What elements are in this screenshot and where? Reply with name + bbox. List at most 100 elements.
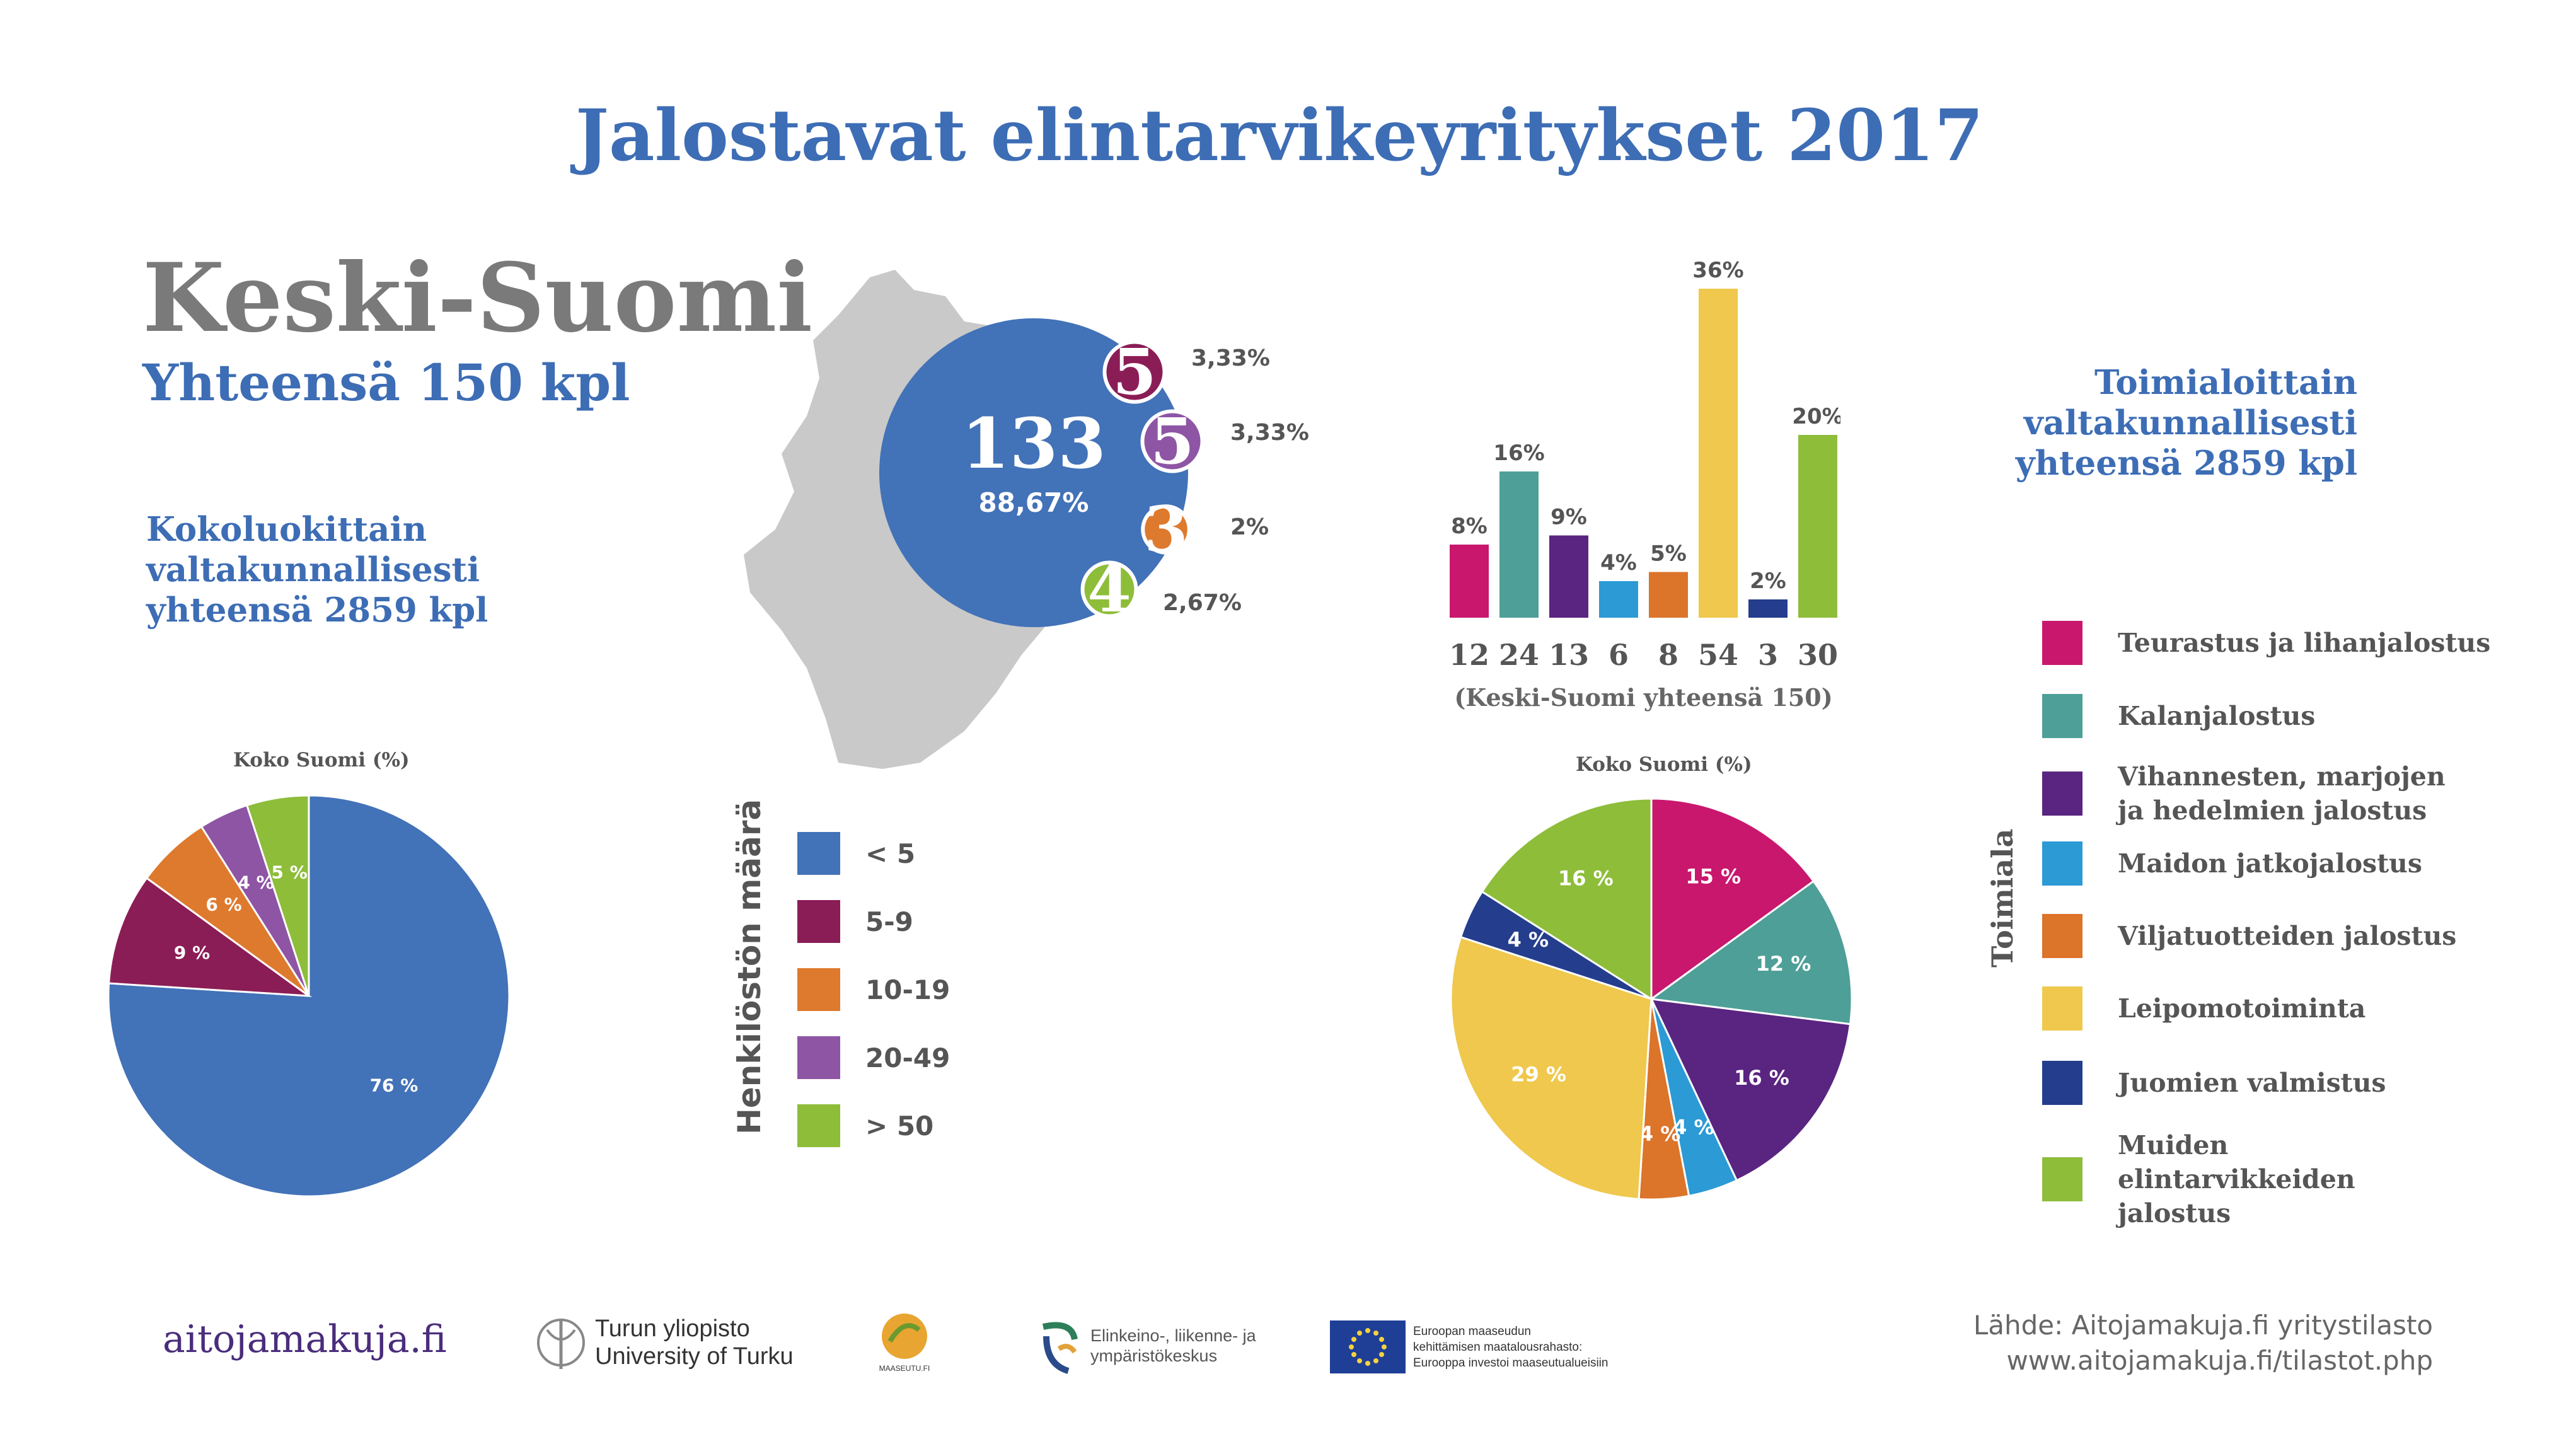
bar xyxy=(1499,471,1539,618)
size-heading-line: valtakunnallisesti xyxy=(146,550,480,589)
bar-count-label: 24 xyxy=(1499,638,1539,672)
industry-pie-slice xyxy=(1450,935,1653,1200)
size-pie-value-label: 9 % xyxy=(174,942,210,963)
size-pie-chart: 76 % 9 % 6 %4 %5 % xyxy=(107,794,511,1198)
bubble-count-label: 3 xyxy=(1144,492,1188,567)
industry-legend-label: Maidon jatkojalostus xyxy=(2118,848,2422,879)
size-legend-label: 5-9 xyxy=(865,906,913,937)
industry-legend-swatch xyxy=(2042,986,2082,1031)
size-pie-value-label: 6 % xyxy=(205,894,241,915)
industry-legend-title: Toimiala xyxy=(1985,828,2019,968)
size-pie-value-label: 76 % xyxy=(370,1075,419,1096)
bar xyxy=(1549,535,1588,618)
industry-legend-label: Kalanjalostus xyxy=(2118,701,2316,731)
industry-legend-swatch xyxy=(2042,914,2082,958)
size-legend-swatch xyxy=(797,832,840,875)
size-pie-title: Koko Suomi (%) xyxy=(233,749,410,771)
size-pie-value-label: 5 % xyxy=(272,862,308,882)
bar-count-label: 54 xyxy=(1698,638,1738,672)
industry-pie-value-label: 15 % xyxy=(1685,864,1741,888)
size-pie-value-label: 4 % xyxy=(238,872,274,893)
industry-legend-label: Muiden elintarvikkeiden jalostus xyxy=(2118,1130,2355,1228)
footer-source-line: Lähde: Aitojamakuja.fi yritystilasto xyxy=(1973,1310,2433,1341)
industry-legend-label: Viljatuotteiden jalostus xyxy=(2118,921,2457,951)
industry-pie-chart: 15 %12 %16 %4 %4 %29 %4 %16 % xyxy=(1450,797,1853,1201)
industry-legend-item: Muiden elintarvikkeiden jalostus xyxy=(2042,1128,2471,1230)
eu-logo: Euroopan maaseudun kehittämisen maatalou… xyxy=(1330,1320,1608,1373)
utu-logo: Turun yliopisto University of Turku xyxy=(536,1311,794,1374)
size-pie-slice xyxy=(145,825,310,997)
industry-heading-line: valtakunnallisesti xyxy=(2023,403,2357,442)
industry-legend-item: Maidon jatkojalostus xyxy=(2042,841,2521,886)
bar-value-label: 2% xyxy=(1750,569,1786,594)
industry-pie-value-label: 12 % xyxy=(1756,952,1811,976)
eu-flag-icon xyxy=(1330,1320,1406,1373)
size-legend-item: 20-49 xyxy=(797,1036,950,1079)
industry-legend-item: Leipomotoiminta xyxy=(2042,986,2521,1031)
industry-legend-item: Teurastus ja lihanjalostus xyxy=(2042,621,2521,665)
industry-legend-label: Teurastus ja lihanjalostus xyxy=(2118,628,2491,658)
size-legend-item: > 50 xyxy=(797,1104,933,1147)
industry-legend-swatch xyxy=(2042,771,2082,816)
bar-count-label: 30 xyxy=(1798,638,1838,672)
industry-pie-value-label: 16 % xyxy=(1558,867,1614,891)
bubble xyxy=(1141,504,1191,555)
ely-logo: Elinkeino-, liikenne- ja ympäristökeskus xyxy=(1034,1314,1256,1377)
size-pie-slice xyxy=(245,794,310,997)
bar xyxy=(1748,599,1788,618)
industry-pie-title: Koko Suomi (%) xyxy=(1576,753,1752,776)
ely-logo-line: ympäristökeskus xyxy=(1090,1346,1218,1365)
industry-pie-value-label: 16 % xyxy=(1734,1066,1789,1090)
industry-legend-swatch xyxy=(2042,1157,2082,1201)
bubble xyxy=(879,318,1188,627)
bar-value-label: 9% xyxy=(1551,505,1587,530)
bar-count-label: 3 xyxy=(1758,638,1778,672)
industry-legend-item: Vihannesten, marjojen ja hedelmien jalos… xyxy=(2042,760,2446,828)
industry-pie-slice xyxy=(1649,879,1853,1026)
utu-logo-line: University of Turku xyxy=(595,1343,794,1370)
size-legend-title: Henkilöstön määrä xyxy=(731,799,768,1135)
industry-pie-value-label: 29 % xyxy=(1511,1063,1566,1087)
maaseutu-logo-text: MAASEUTU.FI xyxy=(879,1364,930,1373)
industry-legend-item: Kalanjalostus xyxy=(2042,694,2521,738)
maaseutu-emblem-icon xyxy=(882,1314,927,1359)
industry-bar-chart: 8% 12 16% 24 9% 13 4% 6 5% 8 36% 54 2% 3 20% 30 (Keski-S… xyxy=(1449,258,1840,712)
bar xyxy=(1599,581,1638,618)
size-heading-line: Kokoluokittain xyxy=(146,510,427,549)
industry-legend-swatch xyxy=(2042,694,2082,738)
industry-legend-label: Leipomotoiminta xyxy=(2118,993,2366,1024)
footer-source-url[interactable]: www.aitojamakuja.fi/tilastot.php xyxy=(2006,1345,2433,1376)
industry-pie-slice xyxy=(1650,797,1815,1001)
bar-value-label: 16% xyxy=(1493,441,1544,466)
footer-source: Lähde: Aitojamakuja.fi yritystilasto www… xyxy=(1903,1308,2433,1378)
footer-site-link[interactable]: aitojamakuja.fi xyxy=(163,1317,447,1361)
bar-count-label: 12 xyxy=(1449,638,1489,672)
bubble-count-label: 5 xyxy=(1112,335,1157,409)
bubble-percent-label: 3,33% xyxy=(1230,420,1309,446)
bar xyxy=(1649,572,1688,618)
size-legend-swatch xyxy=(797,1104,840,1147)
industry-section-heading: Toimialoittain valtakunnallisesti yhteen… xyxy=(2004,362,2357,483)
industry-pie-slice xyxy=(1649,998,1852,1182)
size-heading-line: yhteensä 2859 kpl xyxy=(146,591,488,630)
bar-count-label: 13 xyxy=(1549,638,1589,672)
bubble-percent-label: 88,67% xyxy=(979,487,1089,518)
bar-value-label: 5% xyxy=(1650,541,1687,567)
industry-pie-value-label: 4 % xyxy=(1508,928,1549,952)
size-legend-item: < 5 xyxy=(797,832,915,875)
size-legend-label: > 50 xyxy=(865,1110,934,1141)
size-legend-label: 10-19 xyxy=(865,974,950,1005)
industry-legend-swatch xyxy=(2042,621,2082,665)
bar-value-label: 8% xyxy=(1451,514,1487,539)
eu-logo-line: kehittämisen maatalousrahasto: xyxy=(1413,1340,1583,1354)
bubble-count-label: 5 xyxy=(1150,404,1194,478)
bubble-percent-label: 2% xyxy=(1230,514,1269,540)
eu-logo-line: Euroopan maaseudun xyxy=(1413,1324,1531,1338)
region-name: Keski-Suomi xyxy=(142,243,813,354)
bubble-percent-label: 2,67% xyxy=(1163,590,1242,616)
bar-count-label: 6 xyxy=(1609,638,1629,672)
bubble xyxy=(1102,340,1167,404)
size-legend-label: < 5 xyxy=(865,838,916,869)
industry-legend-label: Vihannesten, marjojen ja hedelmien jalos… xyxy=(2118,761,2446,826)
